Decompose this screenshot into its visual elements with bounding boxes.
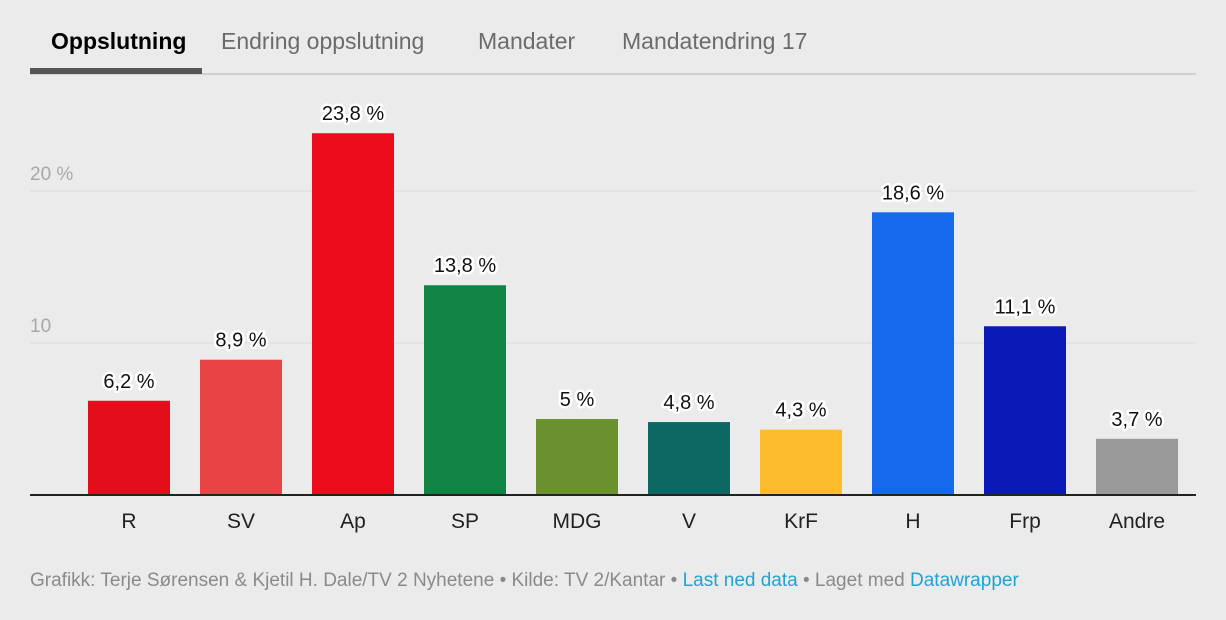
- tab-mandater[interactable]: Mandater: [478, 28, 576, 54]
- value-label: 8,9 %: [215, 330, 266, 352]
- x-tick-label: Frp: [1009, 510, 1041, 533]
- tab-endring-oppslutning[interactable]: Endring oppslutning: [221, 28, 425, 54]
- bar-mdg: [536, 419, 618, 495]
- x-tick-label: H: [905, 510, 920, 533]
- y-tick-label: 10: [30, 316, 51, 337]
- bar-sp: [424, 285, 506, 495]
- value-label: 3,7 %: [1111, 409, 1162, 431]
- tab-bar: Oppslutning Endring oppslutning Mandater…: [30, 0, 1196, 75]
- x-tick-label: Ap: [340, 510, 366, 533]
- datawrapper-link[interactable]: Datawrapper: [910, 570, 1019, 591]
- value-label: 4,3 %: [775, 400, 826, 422]
- x-tick-label: SP: [451, 510, 479, 533]
- bar-r: [88, 400, 170, 495]
- x-tick-label: Andre: [1109, 510, 1165, 533]
- x-tick-label: MDG: [553, 510, 602, 533]
- bar-sv: [200, 359, 282, 495]
- y-tick-label: 20 %: [30, 164, 73, 185]
- x-tick-label: SV: [227, 510, 255, 533]
- bar-ap: [312, 133, 394, 496]
- value-label: 18,6 %: [882, 182, 944, 204]
- credit-text: Grafikk: Terje Sørensen & Kjetil H. Dale…: [30, 570, 683, 591]
- bar-andre: [1096, 438, 1178, 495]
- value-label: 6,2 %: [103, 371, 154, 393]
- value-label: 13,8 %: [434, 255, 496, 277]
- tab-oppslutning[interactable]: Oppslutning: [51, 28, 187, 54]
- bar-chart: 10 20 % 6,2 % R 8,9 % SV 23,8 % Ap 13,8 % SP 5 % MD…: [30, 101, 1196, 533]
- value-label: 11,1 %: [995, 296, 1056, 318]
- footer: Grafikk: Terje Sørensen & Kjetil H. Dale…: [30, 570, 1019, 592]
- value-label: 23,8 %: [322, 103, 384, 125]
- value-label: 4,8 %: [663, 392, 714, 414]
- bar-krf: [760, 429, 842, 495]
- active-tab-indicator: [30, 68, 202, 74]
- value-label: 5 %: [560, 389, 595, 411]
- x-tick-label: KrF: [784, 510, 818, 533]
- download-data-link[interactable]: Last ned data: [682, 570, 798, 591]
- x-tick-label: R: [121, 510, 136, 533]
- made-with-text: • Laget med: [797, 570, 910, 591]
- bar-frp: [984, 326, 1066, 495]
- bar-h: [872, 212, 954, 495]
- bar-v: [648, 422, 730, 495]
- tab-mandatendring[interactable]: Mandatendring 17: [622, 28, 808, 54]
- x-tick-label: V: [682, 510, 696, 533]
